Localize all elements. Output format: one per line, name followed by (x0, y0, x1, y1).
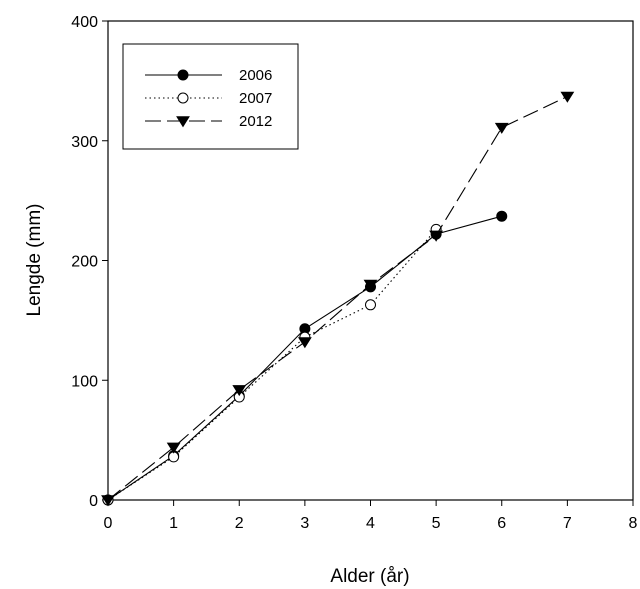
x-tick-label: 1 (169, 515, 178, 532)
y-tick-label: 100 (71, 373, 98, 390)
data-point (496, 210, 508, 222)
data-point (101, 495, 115, 507)
series-layer (101, 91, 575, 507)
x-axis: 0 1 2 3 4 5 6 7 8 (104, 500, 638, 532)
x-tick-label: 4 (366, 515, 375, 532)
data-point (177, 92, 189, 104)
y-axis-title: Lengde (mm) (24, 204, 45, 317)
x-tick-label: 2 (235, 515, 244, 532)
x-axis-title: Alder (år) (330, 566, 409, 587)
y-tick-label: 300 (71, 134, 98, 151)
series-2007 (102, 223, 442, 506)
data-point (166, 442, 181, 454)
x-tick-label: 5 (432, 515, 441, 532)
data-point (363, 279, 378, 291)
series-2012 (101, 91, 575, 507)
y-tick-label: 0 (89, 493, 98, 510)
data-point (365, 299, 376, 311)
y-tick-label: 400 (71, 14, 98, 31)
legend-label: 2007 (239, 90, 272, 107)
legend-marker-2012 (176, 116, 190, 128)
data-point (297, 337, 312, 349)
series-line (107, 95, 568, 501)
y-axis: 0 100 200 300 400 (71, 14, 108, 510)
legend-label: 2012 (239, 113, 272, 130)
legend-box (122, 43, 299, 150)
data-point (177, 69, 189, 81)
legend: 2006 2007 2012 (122, 43, 299, 150)
data-point (494, 122, 509, 134)
data-point (232, 385, 247, 397)
series-2006 (102, 210, 508, 506)
x-tick-label: 6 (497, 515, 506, 532)
legend-marker-2007 (177, 92, 189, 104)
data-point (176, 116, 190, 128)
series-line (107, 215, 502, 501)
data-point (429, 230, 444, 242)
series-line (107, 229, 437, 501)
legend-marker-2006 (177, 69, 189, 81)
data-point (560, 91, 575, 103)
x-tick-label: 7 (563, 515, 572, 532)
x-tick-label: 8 (629, 515, 638, 532)
legend-label: 2006 (239, 67, 272, 84)
x-tick-label: 0 (104, 515, 113, 532)
y-tick-label: 200 (71, 254, 98, 271)
x-tick-label: 3 (300, 515, 309, 532)
